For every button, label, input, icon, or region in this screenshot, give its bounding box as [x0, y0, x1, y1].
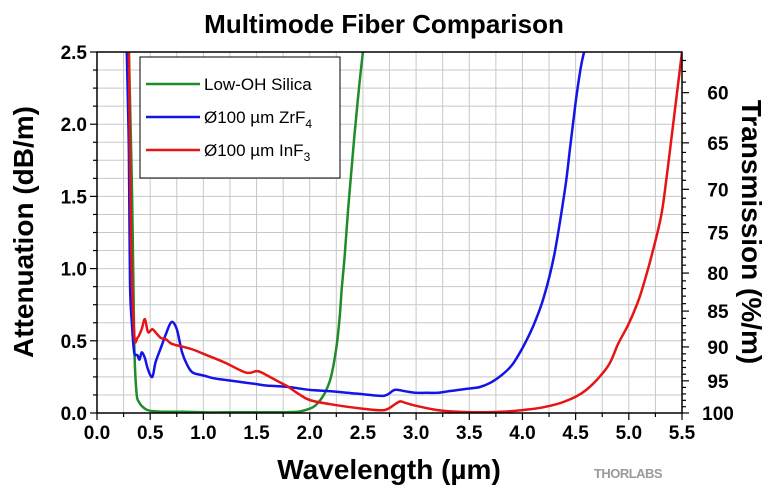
y2-tick-label: 65: [707, 134, 729, 155]
y-tick-label: 0.5: [61, 332, 88, 353]
y2-tick-label: 75: [707, 224, 729, 245]
y-tick-label: 1.0: [61, 260, 87, 281]
legend-label-inf3-subscript: 3: [304, 150, 311, 164]
y2-tick-label: 60: [707, 84, 728, 105]
x-tick-label: 3.0: [403, 423, 429, 444]
legend-label-zrf4-main: Ø100 µm ZrF: [204, 108, 305, 127]
x-axis: 0.0 0.5 1.0 1.5 2.0 2.5 3.0 3.5 4.0 4.5 5.0 5.5: [84, 413, 696, 444]
x-tick-label: 4.5: [562, 423, 589, 444]
legend-box: [139, 56, 341, 179]
legend-label-inf3: Ø100 µm InF3: [204, 141, 311, 164]
series-line-inf3: [127, 52, 682, 413]
y-axis-title: Attenuation (dB/m): [8, 106, 39, 358]
x-tick-label: 1.0: [190, 423, 216, 444]
y2-axis-title: Transmission (%/m): [736, 100, 767, 365]
x-tick-label: 4.0: [509, 423, 535, 444]
legend-label-inf3-main: Ø100 µm InF: [204, 141, 304, 160]
y-axis-left: 0.0 0.5 1.0 1.5 2.0 2.5: [61, 43, 97, 425]
series-layer: [125, 52, 682, 413]
thorlabs-logo: THORLABS: [594, 466, 663, 481]
legend-label-low-oh-silica-main: Low-OH Silica: [204, 75, 312, 94]
x-tick-label: 0.0: [84, 423, 110, 444]
legend-label-zrf4: Ø100 µm ZrF4: [204, 108, 312, 131]
x-axis-title: Wavelength (µm): [277, 454, 501, 485]
y2-tick-label: 100: [702, 404, 734, 425]
y-axis-right: 60 65 70 75 80 85 90 95 100: [682, 59, 734, 425]
y2-tick-label: 70: [707, 180, 728, 201]
legend-label-low-oh-silica: Low-OH Silica: [204, 75, 312, 94]
legend-label-zrf4-subscript: 4: [305, 117, 312, 131]
x-tick-label: 3.5: [456, 423, 483, 444]
y2-tick-label: 80: [707, 264, 728, 285]
chart-title: Multimode Fiber Comparison: [204, 9, 564, 39]
y2-tick-label: 85: [707, 302, 729, 323]
y-tick-label: 1.5: [61, 187, 88, 208]
y2-tick-label: 95: [707, 372, 729, 393]
x-tick-label: 2.0: [297, 423, 323, 444]
y-tick-label: 2.0: [61, 115, 87, 136]
series-line-zrf4: [125, 52, 586, 398]
y-tick-label: 2.5: [61, 43, 88, 64]
y-tick-label: 0.0: [61, 404, 87, 425]
x-tick-label: 2.5: [350, 423, 377, 444]
x-tick-label: 0.5: [137, 423, 164, 444]
series-line-low-oh-silica: [127, 52, 365, 413]
x-tick-label: 1.5: [243, 423, 270, 444]
x-tick-label: 5.0: [616, 423, 642, 444]
legend: Low-OH Silica Ø100 µm ZrF4 Ø100 µm InF3: [139, 56, 341, 179]
x-tick-label: 5.5: [669, 423, 696, 444]
y2-tick-label: 90: [707, 338, 728, 359]
